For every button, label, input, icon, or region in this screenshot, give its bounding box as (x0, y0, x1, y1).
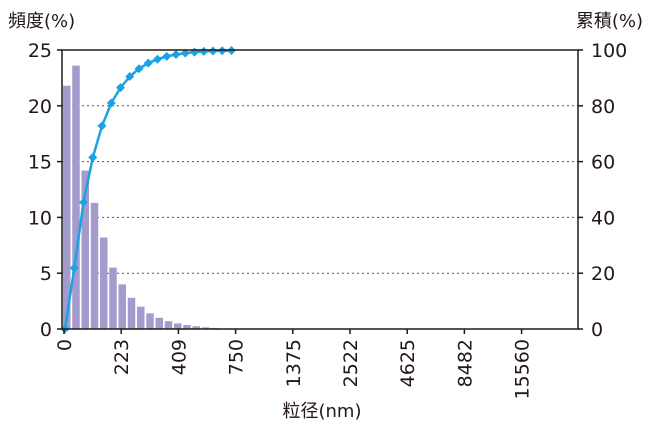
x-tick-label: 4625 (397, 339, 419, 387)
x-tick-label: 750 (226, 339, 248, 375)
x-tick-label: 15560 (512, 339, 534, 399)
cumulative-point (79, 197, 88, 207)
x-tick-label: 8482 (454, 339, 476, 387)
frequency-bar (81, 170, 89, 329)
cumulative-point (180, 48, 190, 58)
frequency-bar (146, 313, 154, 329)
x-tick-label: 223 (111, 339, 133, 375)
frequency-bar (90, 202, 99, 329)
cumulative-point (208, 46, 218, 56)
cumulative-point (143, 58, 153, 68)
gridlines (62, 105, 578, 274)
frequency-bar (109, 267, 117, 329)
cumulative-point (116, 83, 125, 93)
x-axis-title: 粒径(nm) (283, 401, 362, 422)
x-tick-label: 0 (54, 339, 76, 351)
y-right-axis-title: 累積(%) (576, 11, 643, 32)
cumulative-point (69, 263, 79, 273)
x-tick-label: 409 (168, 339, 190, 375)
y-right-tick-label: 80 (591, 96, 615, 118)
cumulative-point (88, 152, 98, 162)
plot-frame (61, 49, 579, 330)
y-left-axis-title: 頻度(%) (8, 11, 75, 32)
y-right-tick-label: 0 (591, 319, 603, 341)
x-axis-ticks: 0 223 409 750 1375 2522 4625 8482 15560 (54, 329, 534, 399)
x-tick-label: 1375 (283, 339, 305, 387)
cumulative-point (106, 98, 116, 108)
frequency-bar (192, 326, 200, 329)
y-left-tick-label: 20 (28, 96, 52, 118)
cumulative-point (153, 54, 162, 64)
y-left-tick-label: 0 (40, 319, 52, 341)
y-right-tick-label: 60 (591, 152, 615, 174)
frequency-bars (63, 65, 228, 330)
frequency-bar (137, 306, 145, 329)
y-right-axis: 0 20 40 60 80 100 (578, 40, 627, 341)
cumulative-line (60, 46, 236, 334)
cumulative-point (199, 46, 209, 56)
y-left-tick-label: 25 (28, 40, 52, 62)
cumulative-point (125, 72, 135, 82)
frequency-bar (63, 85, 71, 329)
y-left-tick-label: 5 (40, 263, 52, 285)
frequency-bar (174, 323, 182, 329)
cumulative-point (190, 47, 199, 57)
cumulative-point (97, 121, 107, 131)
y-left-tick-label: 15 (28, 152, 52, 174)
x-tick-label: 2522 (340, 339, 362, 387)
frequency-bar (155, 317, 163, 329)
frequency-bar (100, 237, 108, 329)
y-left-tick-label: 10 (28, 207, 52, 229)
frequency-bar (201, 327, 210, 329)
cumulative-point (162, 51, 172, 61)
cumulative-point (171, 49, 181, 59)
frequency-bar (72, 65, 80, 330)
frequency-bar (183, 325, 191, 329)
frequency-bar (164, 321, 173, 329)
cumulative-series-line (63, 49, 232, 330)
frequency-bar (127, 297, 136, 329)
frequency-bar (118, 284, 126, 329)
y-right-tick-label: 40 (591, 207, 615, 229)
y-left-axis: 0 5 10 15 20 25 (28, 40, 62, 341)
y-right-tick-label: 20 (591, 263, 615, 285)
cumulative-point (134, 64, 144, 74)
y-right-tick-label: 100 (591, 40, 627, 62)
